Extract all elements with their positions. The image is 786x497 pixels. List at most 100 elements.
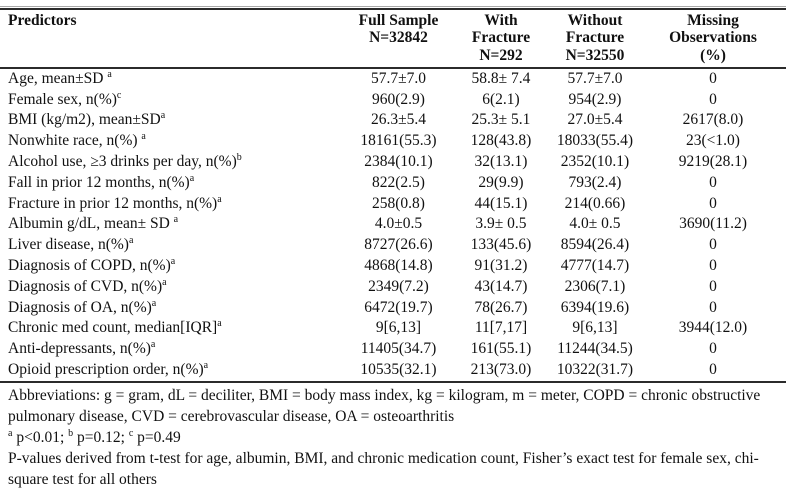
cell-without-fracture: 954(2.9): [568, 90, 622, 108]
row-label-footnote-marker: c: [116, 89, 122, 101]
cell-full-sample: 822(2.5): [372, 173, 425, 191]
row-label-text: Anti-depressants, n(%): [8, 340, 151, 358]
table-bottom-rule: [0, 380, 786, 383]
row-label-text: Diagnosis of OA, n(%): [8, 298, 152, 316]
column-header-without-fracture: Without Fracture N=32550: [565, 12, 625, 64]
pvalue-marker-text: p=0.12;: [73, 428, 129, 446]
row-label: Fall in prior 12 months, n(%)a: [0, 173, 345, 194]
cell-missing-observations: 0: [709, 90, 717, 108]
table-row: Diagnosis of COPD, n(%)a 4868(14.8) 91(3…: [0, 256, 786, 277]
table-row: Female sex, n(%)c 960(2.9) 6(2.1) 954(2.…: [0, 90, 786, 111]
cell-without-fracture: 6394(19.6): [560, 298, 630, 316]
cell-full-sample: 11405(34.7): [360, 340, 437, 358]
row-label: Liver disease, n(%)a: [0, 235, 345, 256]
table-row: Diagnosis of CVD, n(%)a 2349(7.2) 43(14.…: [0, 277, 786, 298]
row-label-footnote-marker: a: [141, 131, 146, 143]
cell-with-fracture: 161(55.1): [470, 340, 532, 358]
cell-missing-observations: 0: [709, 257, 717, 275]
cell-full-sample: 4868(14.8): [364, 257, 433, 275]
row-label-text: Chronic med count, median[IQR]: [8, 319, 218, 337]
table-row: Diagnosis of OA, n(%)a 6472(19.7) 78(26.…: [0, 298, 786, 319]
table-top-rule-gap: [0, 7, 786, 8]
header-bottom-rule: [0, 66, 786, 69]
cell-missing-observations: 0: [709, 194, 717, 212]
table-top-rule-dark: [0, 8, 786, 10]
row-label-text: Female sex, n(%): [8, 90, 117, 108]
row-label: Fracture in prior 12 months, n(%)a: [0, 194, 345, 215]
row-label-footnote-marker: a: [189, 172, 195, 184]
table-row: BMI (kg/m2), mean±SDa 26.3±5.4 25.3± 5.1…: [0, 110, 786, 131]
cell-full-sample: 258(0.8): [372, 194, 425, 212]
row-label: Chronic med count, median[IQR]a: [0, 318, 345, 339]
row-label: Nonwhite race, n(%) a: [0, 131, 345, 152]
row-label-footnote-marker: a: [160, 110, 166, 122]
row-label-footnote-marker: a: [107, 68, 112, 80]
table-row: Nonwhite race, n(%) a 18161(55.3) 128(43…: [0, 131, 786, 152]
table-row: Opioid prescription order, n(%)a 10535(3…: [0, 360, 786, 381]
cell-full-sample: 2384(10.1): [364, 153, 433, 171]
row-label: BMI (kg/m2), mean±SDa: [0, 110, 345, 131]
cell-missing-observations: 2617(8.0): [682, 111, 744, 129]
cell-without-fracture: 4777(14.7): [560, 257, 630, 275]
cell-full-sample: 6472(19.7): [364, 298, 433, 316]
row-label-footnote-marker: a: [170, 255, 176, 267]
row-label-text: Diagnosis of COPD, n(%): [8, 257, 171, 275]
row-label-text: Diagnosis of CVD, n(%): [8, 277, 163, 295]
column-header-full-sample: Full Sample N=32842: [358, 12, 439, 47]
row-label: Alcohol use, ≥3 drinks per day, n(%)b: [0, 152, 345, 173]
cell-with-fracture: 43(14.7): [474, 277, 528, 295]
cell-missing-observations: 9219(28.1): [678, 153, 748, 171]
row-label: Diagnosis of COPD, n(%)a: [0, 256, 345, 277]
cell-full-sample: 8727(26.6): [364, 236, 433, 254]
row-label-footnote-marker: a: [173, 214, 179, 226]
cell-without-fracture: 11244(34.5): [557, 340, 633, 358]
table-row: Alcohol use, ≥3 drinks per day, n(%)b 23…: [0, 152, 786, 173]
cell-without-fracture: 793(2.4): [568, 173, 622, 191]
cell-without-fracture: 9[6,13]: [572, 319, 618, 337]
pvalue-marker-text: p=0.49: [133, 428, 181, 446]
pvalue-marker-sup: a: [8, 427, 13, 439]
row-label-text: Albumin g/dL, mean± SD: [8, 215, 174, 233]
cell-full-sample: 9[6,13]: [375, 319, 422, 337]
cell-without-fracture: 2352(10.1): [560, 153, 630, 171]
row-label: Diagnosis of CVD, n(%)a: [0, 277, 345, 298]
cell-missing-observations: 0: [709, 277, 717, 295]
row-label-text: Opioid prescription order, n(%): [8, 361, 204, 379]
row-label-footnote-marker: b: [236, 151, 242, 163]
table-row: Chronic med count, median[IQR]a 9[6,13] …: [0, 318, 786, 339]
cell-full-sample: 10535(32.1): [360, 361, 437, 379]
cell-with-fracture: 128(43.8): [470, 132, 532, 150]
cell-full-sample: 4.0±0.5: [374, 215, 423, 233]
cell-without-fracture: 18033(55.4): [556, 132, 634, 150]
column-header-predictors: Predictors: [8, 12, 77, 29]
table-row: Liver disease, n(%)a 8727(26.6) 133(45.6…: [0, 235, 786, 256]
row-label-footnote-marker: a: [150, 339, 156, 351]
cell-missing-observations: 0: [709, 236, 717, 254]
cell-missing-observations: 3690(11.2): [679, 215, 747, 233]
cell-full-sample: 18161(55.3): [360, 132, 437, 150]
table-row: Age, mean±SD a 57.7±7.0 58.8± 7.4 57.7±7…: [0, 69, 786, 90]
cell-with-fracture: 133(45.6): [470, 236, 532, 254]
cell-without-fracture: 2306(7.1): [564, 277, 626, 295]
table-header-row: Predictors Full Sample N=32842 With Frac…: [0, 10, 786, 67]
row-label-text: Liver disease, n(%): [8, 236, 129, 254]
row-label-text: BMI (kg/m2), mean±SD: [8, 111, 161, 129]
pvalue-methods-note: P-values derived from t-test for age, al…: [8, 449, 759, 488]
abbreviations-note: Abbreviations: g = gram, dL = deciliter,…: [8, 386, 765, 425]
cell-full-sample: 57.7±7.0: [370, 69, 426, 87]
pvalue-marker-text: p<0.01;: [12, 428, 69, 446]
cell-with-fracture: 25.3± 5.1: [471, 111, 531, 129]
cell-missing-observations: 0: [709, 361, 717, 379]
cell-without-fracture: 27.0±5.4: [567, 111, 623, 129]
table-row: Fracture in prior 12 months, n(%)a 258(0…: [0, 194, 786, 215]
cell-missing-observations: 0: [709, 298, 717, 316]
cell-with-fracture: 32(13.1): [474, 153, 528, 171]
cell-missing-observations: 0: [709, 340, 717, 358]
row-label-footnote-marker: a: [217, 318, 222, 330]
cell-with-fracture: 213(73.0): [470, 361, 532, 379]
pvalue-marker-sup: b: [68, 427, 74, 439]
pvalue-marker-sup: c: [128, 427, 134, 439]
cell-missing-observations: 0: [709, 173, 717, 191]
cell-without-fracture: 8594(26.4): [560, 236, 630, 254]
